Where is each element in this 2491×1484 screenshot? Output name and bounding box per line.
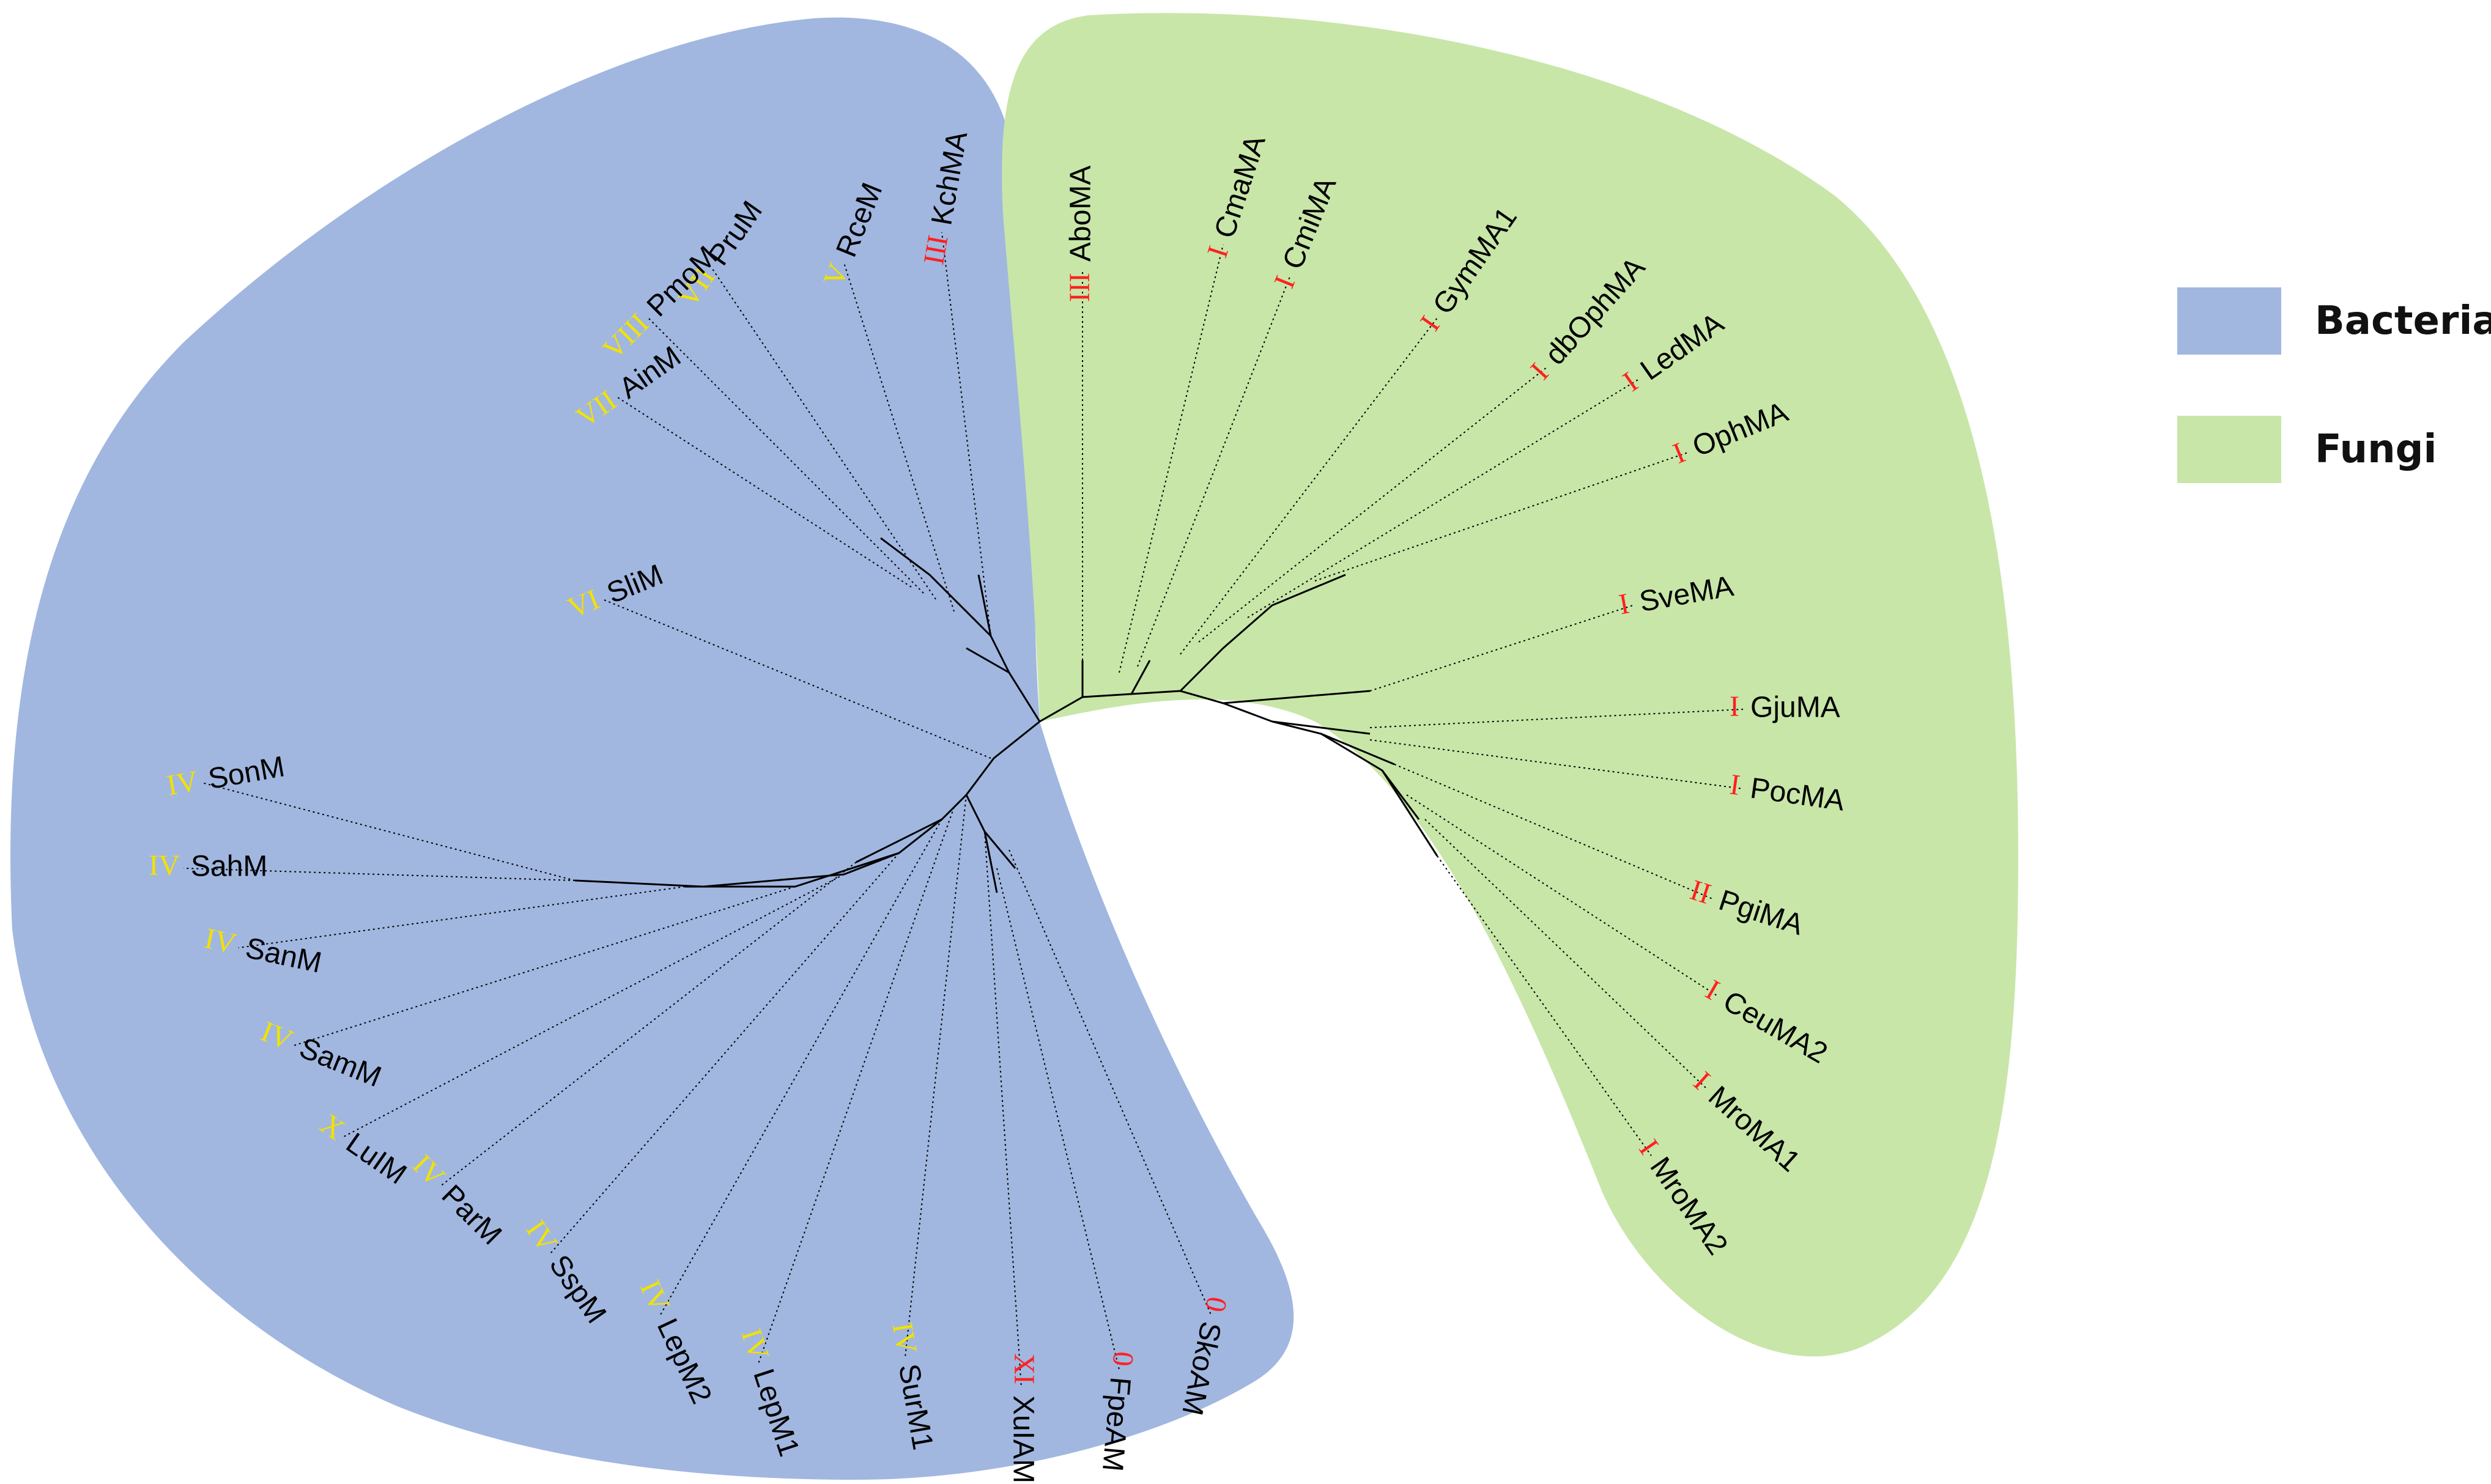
fungi-connector — [1119, 244, 1224, 673]
fungi-class-label: I — [1730, 690, 1739, 723]
bacteria-connector — [201, 782, 576, 881]
tree-branch — [1179, 574, 1346, 692]
bacteria-connector — [660, 819, 942, 1315]
fungi-connector — [1406, 794, 1719, 997]
tree-branch — [966, 647, 1010, 674]
tree-branch — [983, 831, 998, 893]
bacteria-clade-region — [10, 17, 1294, 1480]
bacteria-leaf-name: SahM — [191, 851, 267, 883]
tree-branch — [1223, 690, 1371, 704]
bacteria-connector — [941, 232, 991, 637]
bacteria-connector — [843, 262, 955, 612]
fungi-leaf: GjuMA I — [1730, 690, 1840, 724]
tree-branch — [1271, 720, 1371, 735]
tree-branch — [880, 537, 992, 637]
fungi-clade-region — [1002, 13, 2018, 1357]
fungi-connector — [1180, 317, 1438, 655]
legend-label-bacteria: Bacteria — [2315, 298, 2491, 344]
bacteria-class-label: IV — [202, 922, 239, 960]
bacteria-class-label: IV — [165, 764, 201, 802]
legend-item-bacteria: Bacteria — [2177, 287, 2491, 355]
bacteria-connector — [342, 874, 845, 1138]
bacteria-class-label: IV — [149, 849, 180, 882]
tree-branch — [977, 574, 992, 637]
fungi-class-label: III — [1064, 273, 1096, 302]
tree-branch — [965, 794, 986, 832]
bacteria-connector — [550, 852, 900, 1254]
tree-branch — [1320, 733, 1395, 766]
fungi-connector — [1314, 452, 1689, 581]
legend-item-fungi: Fungi — [2177, 416, 2491, 483]
tree-branch — [1381, 770, 1438, 857]
legend-swatch-fungi — [2177, 416, 2281, 483]
legend-label-fungi: Fungi — [2315, 427, 2437, 472]
bacteria-connector — [1009, 849, 1212, 1315]
bacteria-leaf: XuIAM XI — [1007, 1353, 1040, 1483]
fungi-leaf: AboMA III — [1064, 166, 1097, 302]
bacteria-class-label: III — [917, 233, 955, 267]
tree-branch — [1130, 660, 1151, 695]
fungi-connector — [1369, 709, 1744, 728]
legend: Bacteria Fungi — [2177, 287, 2491, 544]
fungi-connector — [1247, 378, 1640, 618]
fungi-leaf-name: GjuMA — [1750, 692, 1840, 724]
bacteria-connector — [758, 807, 955, 1364]
fungi-leaf-name: AboMA — [1065, 166, 1097, 262]
bacteria-class-label: IV — [886, 1320, 923, 1356]
bacteria-class-label: 0 — [1106, 1350, 1140, 1368]
tree-branch — [856, 818, 942, 863]
fungi-class-label: I — [1728, 768, 1742, 802]
fungi-connector — [1424, 819, 1707, 1089]
leaf-connectors — [183, 232, 1744, 1389]
fungi-connector — [1369, 739, 1744, 789]
bacteria-connector — [602, 599, 991, 759]
bacteria-connector — [905, 794, 967, 1358]
fungi-connector — [1369, 605, 1634, 692]
fungi-connector — [1394, 764, 1713, 899]
tree-branch — [983, 831, 1016, 869]
bacteria-leaf-name: XuIAM — [1007, 1395, 1039, 1483]
bacteria-connector — [648, 317, 924, 594]
fungi-connector — [1137, 275, 1291, 667]
bacteria-class-label: XI — [1008, 1353, 1040, 1384]
bacteria-connector — [183, 868, 576, 881]
legend-swatch-bacteria — [2177, 287, 2281, 355]
fungi-connector — [1198, 366, 1548, 643]
bacteria-connector — [238, 886, 686, 948]
bacteria-leaf: SahM IV — [149, 849, 267, 883]
